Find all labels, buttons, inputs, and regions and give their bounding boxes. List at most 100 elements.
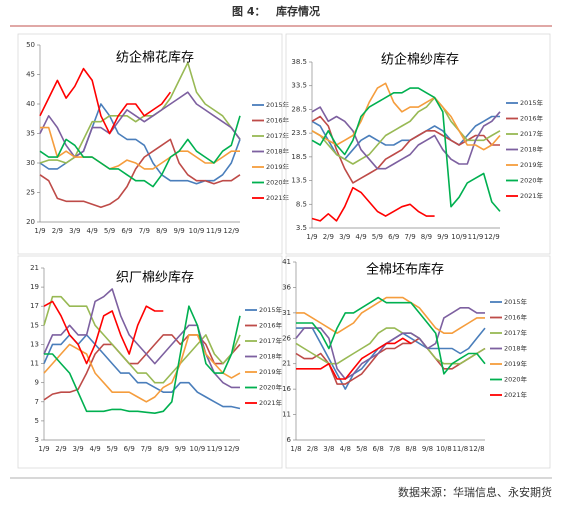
series-line [311,82,501,151]
legend-label: 2017年 [520,129,544,138]
x-tick-label: 1/9 [34,227,45,235]
chart-frame [17,255,283,469]
y-tick-label: 3.5 [296,224,307,232]
legend-label: 2021年 [266,193,290,202]
x-tick-label: 7/9 [141,445,152,453]
series-line [311,87,501,212]
y-tick-label: 21 [30,264,39,272]
series-line [43,300,164,365]
x-tick-label: 1/9 [306,233,317,241]
x-tick-label: 7/9 [139,227,150,235]
figure-title: 库存情况 [276,4,320,18]
chart-title: 全棉坯布库存 [366,262,444,278]
legend-label: 2019年 [520,160,544,169]
chart-title: 纺企棉花库存 [116,50,194,66]
legend-label: 2018年 [520,145,544,154]
y-tick-label: 50 [26,41,35,49]
x-tick-label: 6/9 [121,227,132,235]
legend-label: 2018年 [504,344,528,353]
x-tick-label: 7/8 [389,445,400,453]
x-tick-label: 11/9 [206,227,222,235]
x-tick-label: 2/9 [52,227,63,235]
y-tick-label: 31 [282,309,291,317]
x-tick-label: 3/9 [72,445,83,453]
y-tick-label: 45 [26,71,35,79]
x-tick-label: 4/9 [89,445,100,453]
series-line [43,295,241,384]
x-tick-label: 4/9 [87,227,98,235]
legend-label: 2017年 [504,328,528,337]
series-line [296,296,485,334]
legend-label: 2017年 [259,336,283,345]
x-tick-label: 2/9 [55,445,66,453]
legend-label: 2019年 [266,162,290,171]
x-tick-label: 5/9 [372,233,383,241]
y-tick-label: 25 [26,189,35,197]
series-line [39,91,241,158]
y-tick-label: 20 [26,218,35,226]
y-tick-label: 18.5 [291,153,307,161]
chart-title: 织厂棉纱库存 [116,270,194,286]
series-line [43,288,240,389]
x-tick-label: 12/8 [469,445,485,453]
legend-label: 2016年 [266,116,290,125]
y-tick-label: 38.5 [291,58,307,66]
legend-label: 2015年 [504,297,528,306]
x-tick-label: 9/9 [437,233,448,241]
y-tick-label: 5 [35,417,39,425]
legend-label: 2020年 [520,176,544,185]
x-tick-label: 3/9 [339,233,350,241]
x-tick-label: 4/9 [355,233,366,241]
series-line [39,115,241,188]
y-tick-label: 11 [30,360,39,368]
x-tick-label: 9/9 [175,445,186,453]
legend-label: 2016年 [259,321,283,330]
x-tick-label: 2/9 [323,233,334,241]
legend-label: 2016年 [504,313,528,322]
series-line [295,307,485,380]
chart-frame [285,33,551,255]
x-tick-label: 3/8 [323,445,334,453]
x-tick-label: 5/9 [104,227,115,235]
legend-label: 2018年 [266,147,290,156]
x-tick-label: 7/9 [404,233,415,241]
x-tick-label: 2/8 [307,445,318,453]
x-tick-label: 4/8 [340,445,351,453]
y-tick-label: 21 [282,360,291,368]
legend-label: 2015年 [266,100,290,109]
y-tick-label: 23.5 [291,129,307,137]
y-tick-label: 9 [35,379,39,387]
y-tick-label: 7 [35,398,39,406]
y-tick-label: 28.5 [291,105,307,113]
x-tick-label: 10/9 [190,445,206,453]
x-tick-label: 6/9 [124,445,135,453]
legend-label: 2018年 [259,352,283,361]
x-tick-label: 11/9 [207,445,223,453]
x-tick-label: 11/8 [452,445,468,453]
legend-label: 2019年 [259,367,283,376]
x-tick-label: 8/8 [405,445,416,453]
series-line [40,126,240,170]
x-tick-label: 1/9 [38,445,49,453]
series-line [44,305,241,414]
source: 数据来源：华瑞信息、永安期货 [398,485,552,499]
y-tick-label: 30 [26,159,35,167]
legend-label: 2020年 [259,383,283,392]
series-line [43,334,241,403]
x-tick-label: 12/9 [224,445,240,453]
y-tick-label: 19 [30,283,39,291]
figure-number: 图 4： [232,5,265,18]
x-tick-label: 5/8 [356,445,367,453]
x-tick-label: 12/9 [484,233,500,241]
y-tick-label: 33.5 [291,82,307,90]
legend-label: 2019年 [504,359,528,368]
y-tick-label: 13 [30,340,39,348]
x-tick-label: 10/8 [436,445,452,453]
legend-label: 2017年 [266,131,290,140]
legend-label: 2015年 [259,305,283,314]
y-tick-label: 6 [287,436,292,444]
y-tick-label: 13.5 [291,177,307,185]
y-tick-label: 8.5 [296,200,307,208]
x-tick-label: 12/9 [223,227,239,235]
